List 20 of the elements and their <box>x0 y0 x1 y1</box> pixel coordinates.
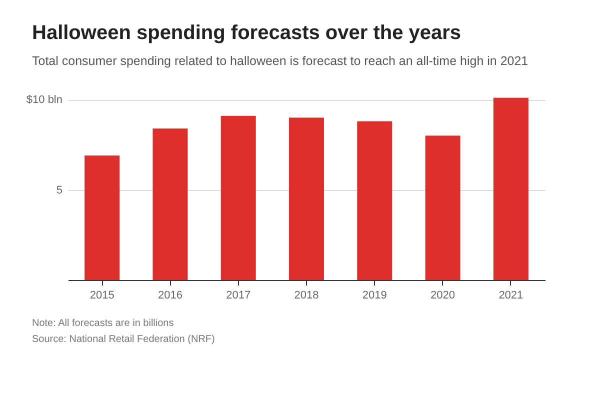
bar <box>357 121 392 280</box>
y-tick-label: 5 <box>56 184 62 196</box>
x-tick-label: 2015 <box>90 290 114 302</box>
bar <box>493 98 528 280</box>
bar <box>84 156 120 280</box>
x-tick-label: 2018 <box>294 290 319 302</box>
x-tick-label: 2016 <box>158 290 182 302</box>
text: Note: All forecasts are in billions <box>32 317 175 331</box>
bar <box>425 136 460 280</box>
bar <box>220 116 256 280</box>
x-tick-label: 2019 <box>362 290 387 302</box>
source-note: Source: National Retail Federation (NRF) <box>32 333 215 347</box>
x-tick-label: 2017 <box>226 290 251 302</box>
bar <box>289 118 324 280</box>
chart-subtitle: Total consumer spending related to halloween is forecast to reach an all-time high in 2021 <box>32 54 528 68</box>
chart-title: Halloween spending forecasts over the years <box>32 22 462 44</box>
x-tick-label: 2021 <box>498 290 524 302</box>
y-tick-label: $10 bln <box>26 94 62 106</box>
bar <box>152 128 188 280</box>
x-tick-label: 2020 <box>430 290 456 302</box>
